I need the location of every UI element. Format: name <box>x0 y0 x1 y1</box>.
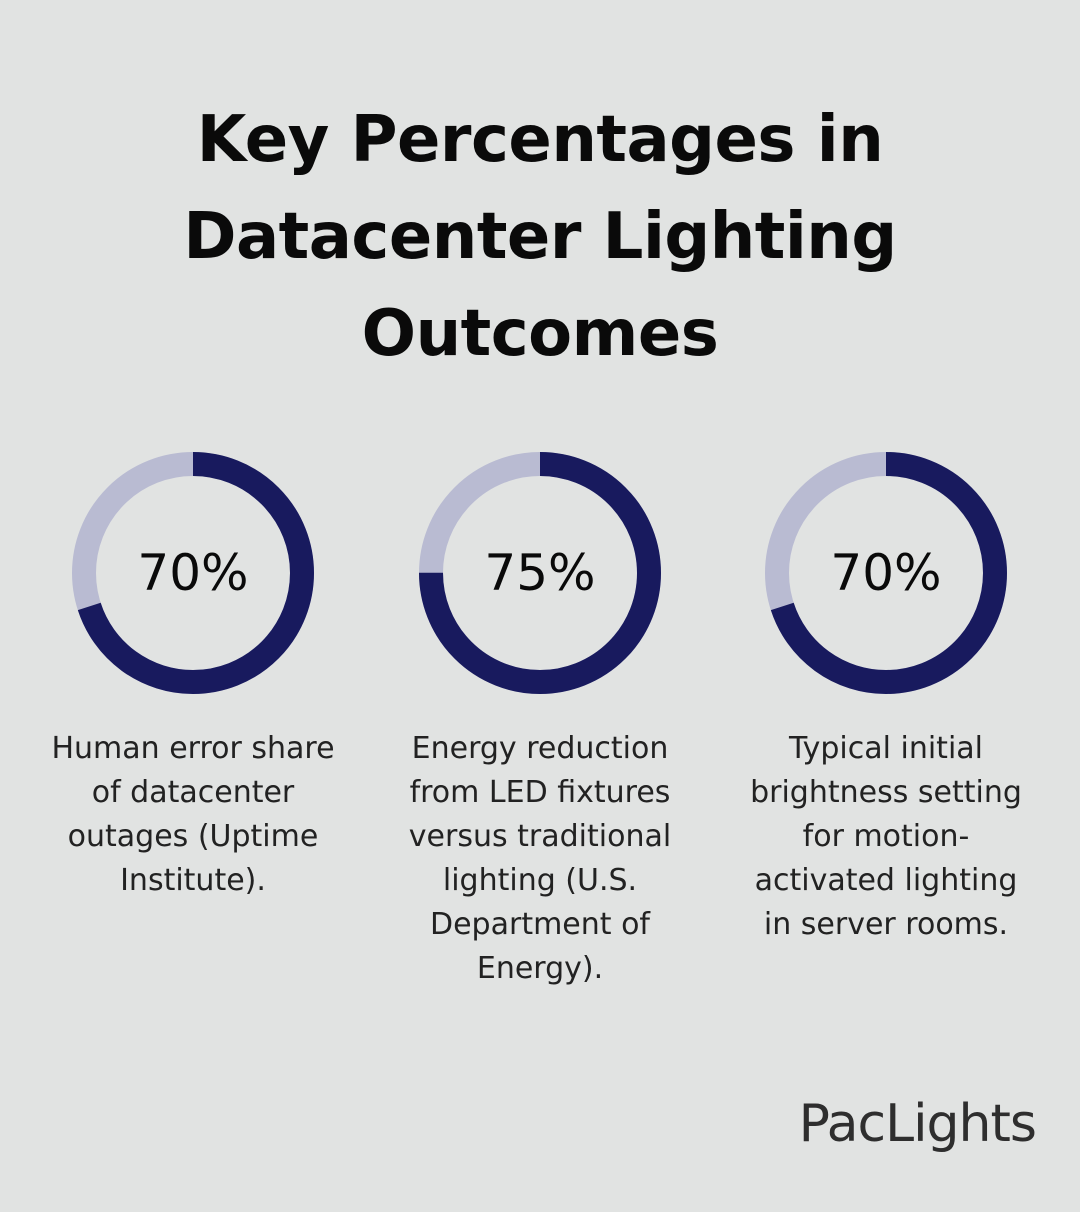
title-line-3: Outcomes <box>361 297 719 371</box>
donut-chart-1: 70% <box>72 452 314 694</box>
title-line-1: Key Percentages in <box>196 103 884 177</box>
stat-caption-2: Energy reduction from LED fixtures versu… <box>408 731 672 986</box>
donut-arc-2 <box>419 452 661 694</box>
paclights-logo: PacLights <box>798 1094 1037 1154</box>
donut-arc-1 <box>72 452 314 694</box>
page-title: Key Percentages in Datacenter Lighting O… <box>0 92 1080 383</box>
stat-caption-3: Typical initial brightness setting for m… <box>750 731 1022 942</box>
donut-chart-2: 75% <box>419 452 661 694</box>
donut-arc-3 <box>765 452 1007 694</box>
stat-caption-1: Human error share of datacenter outages … <box>51 731 335 898</box>
donut-value-label-3: 70% <box>830 544 942 602</box>
donut-svg-3 <box>765 452 1007 694</box>
donut-chart-3: 70% <box>765 452 1007 694</box>
stat-card-2: 75% Energy reduction from LED fixtures v… <box>390 452 690 991</box>
donut-value-label-1: 70% <box>137 544 249 602</box>
stat-card-3: 70% Typical initial brightness setting f… <box>736 452 1036 947</box>
title-line-2: Datacenter Lighting <box>183 200 897 274</box>
stat-card-1: 70% Human error share of datacenter outa… <box>43 452 343 903</box>
donut-svg-2 <box>419 452 661 694</box>
donut-svg-1 <box>72 452 314 694</box>
donut-value-label-2: 75% <box>484 544 596 602</box>
